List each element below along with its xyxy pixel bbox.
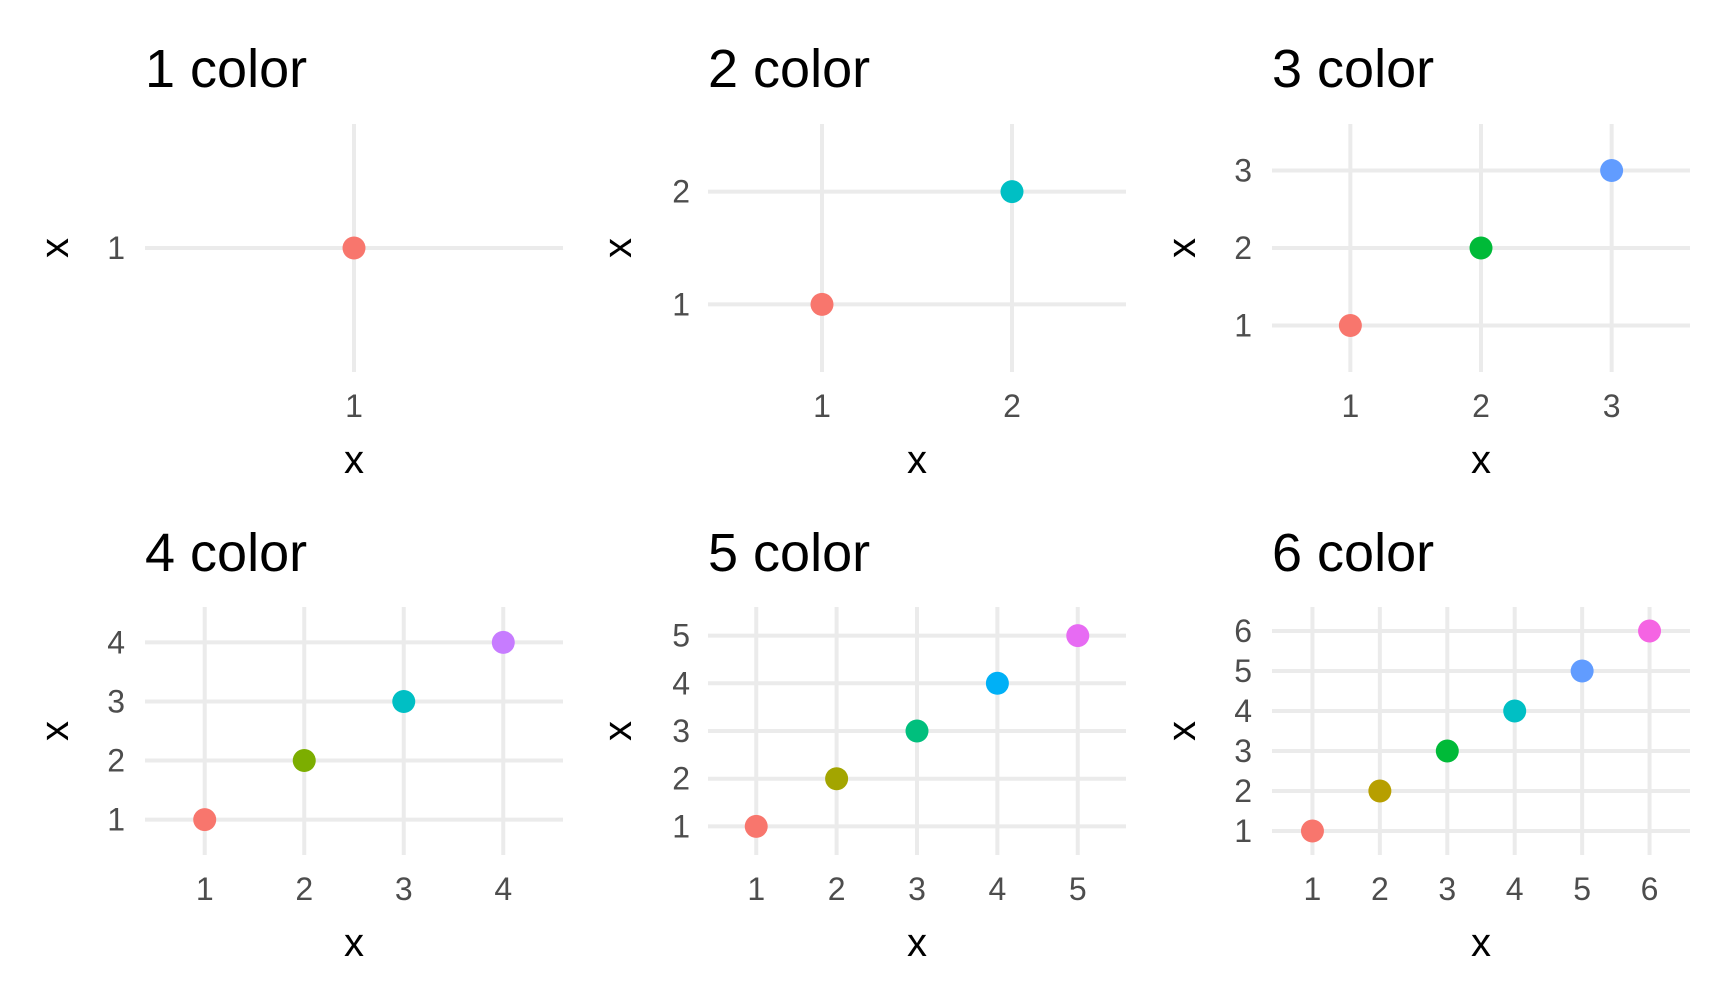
data-point xyxy=(292,749,316,773)
data-point xyxy=(1638,619,1662,643)
y-axis-title: x xyxy=(596,721,640,741)
data-point xyxy=(392,689,416,713)
chart-panel-2: 2 color 1 2 1 2 x x xyxy=(596,39,1126,482)
chart-panel-4: 4 color 1 2 3 4 1 2 3 4 x x xyxy=(33,523,563,965)
data-point xyxy=(491,630,515,654)
data-point xyxy=(810,292,834,316)
y-tick-label: 3 xyxy=(672,713,690,749)
y-tick-label: 1 xyxy=(107,230,125,266)
data-point xyxy=(1503,699,1527,723)
x-tick-label: 2 xyxy=(295,871,313,907)
panel-title: 2 color xyxy=(708,39,870,99)
x-tick-label: 2 xyxy=(1371,871,1389,907)
x-axis-title: x xyxy=(907,921,927,965)
data-point xyxy=(1338,314,1362,337)
chart-panel-3: 3 color 1 2 3 1 2 3 x x xyxy=(1160,39,1690,482)
y-axis-title: x xyxy=(596,238,640,258)
x-axis-title: x xyxy=(907,438,927,482)
y-tick-label: 3 xyxy=(1234,153,1252,189)
y-tick-label: 1 xyxy=(1234,813,1252,849)
data-point xyxy=(1000,180,1024,204)
data-point xyxy=(1469,236,1493,260)
x-tick-label: 2 xyxy=(828,871,846,907)
y-axis-title: x xyxy=(1160,238,1204,258)
x-tick-label: 3 xyxy=(1603,388,1621,424)
panel-title: 3 color xyxy=(1272,39,1434,99)
y-axis-title: x xyxy=(33,238,77,258)
x-tick-label: 5 xyxy=(1573,871,1591,907)
x-tick-label: 4 xyxy=(988,871,1006,907)
y-tick-label: 1 xyxy=(107,802,125,838)
y-tick-label: 4 xyxy=(1234,693,1252,729)
y-tick-label: 6 xyxy=(1234,613,1252,649)
x-axis-title: x xyxy=(344,438,364,482)
y-tick-label: 5 xyxy=(1234,653,1252,689)
x-axis-title: x xyxy=(1471,921,1491,965)
chart-panel-1: 1 color 1 1 x x xyxy=(33,39,563,482)
data-point xyxy=(905,719,929,743)
y-tick-label: 1 xyxy=(1234,308,1252,344)
data-point xyxy=(744,814,768,838)
x-tick-label: 1 xyxy=(813,388,831,424)
x-tick-label: 1 xyxy=(1304,871,1322,907)
data-point xyxy=(342,236,366,260)
panel-title: 5 color xyxy=(708,523,870,583)
x-tick-label: 3 xyxy=(1438,871,1456,907)
y-tick-label: 2 xyxy=(107,743,125,779)
x-tick-label: 1 xyxy=(747,871,765,907)
x-tick-label: 1 xyxy=(196,871,214,907)
y-tick-label: 3 xyxy=(1234,733,1252,769)
x-tick-label: 4 xyxy=(494,871,512,907)
y-tick-label: 3 xyxy=(107,683,125,719)
y-tick-label: 2 xyxy=(1234,773,1252,809)
y-tick-label: 1 xyxy=(672,808,690,844)
y-tick-label: 5 xyxy=(672,618,690,654)
x-tick-label: 5 xyxy=(1069,871,1087,907)
x-tick-label: 1 xyxy=(345,388,363,424)
data-point xyxy=(985,671,1009,695)
data-point xyxy=(1570,659,1594,683)
data-point xyxy=(1435,739,1459,763)
y-axis-title: x xyxy=(33,721,77,741)
data-point xyxy=(1600,159,1624,182)
panel-title: 1 color xyxy=(145,39,307,99)
x-axis-title: x xyxy=(1471,438,1491,482)
panel-title: 4 color xyxy=(145,523,307,583)
y-tick-label: 2 xyxy=(672,761,690,797)
y-axis-title: x xyxy=(1160,721,1204,741)
x-axis-title: x xyxy=(344,921,364,965)
x-tick-label: 4 xyxy=(1506,871,1524,907)
chart-panel-5: 5 color 1 2 3 4 5 1 2 3 4 5 x x xyxy=(596,523,1126,965)
y-tick-label: 4 xyxy=(107,624,125,660)
x-tick-label: 6 xyxy=(1641,871,1659,907)
y-tick-label: 1 xyxy=(672,286,690,322)
data-point xyxy=(825,767,849,791)
x-tick-label: 1 xyxy=(1341,388,1359,424)
y-tick-label: 2 xyxy=(672,174,690,210)
x-tick-label: 3 xyxy=(908,871,926,907)
x-tick-label: 2 xyxy=(1472,388,1490,424)
chart-panel-6: 6 color 1 2 3 4 5 6 1 2 3 4 5 6 x x xyxy=(1160,523,1690,965)
panel-title: 6 color xyxy=(1272,523,1434,583)
data-point xyxy=(193,808,217,832)
data-point xyxy=(1368,779,1392,803)
y-tick-label: 2 xyxy=(1234,230,1252,266)
x-tick-label: 3 xyxy=(395,871,413,907)
data-point xyxy=(1300,819,1324,843)
x-tick-label: 2 xyxy=(1003,388,1021,424)
data-point xyxy=(1066,624,1090,648)
y-tick-label: 4 xyxy=(672,665,690,701)
